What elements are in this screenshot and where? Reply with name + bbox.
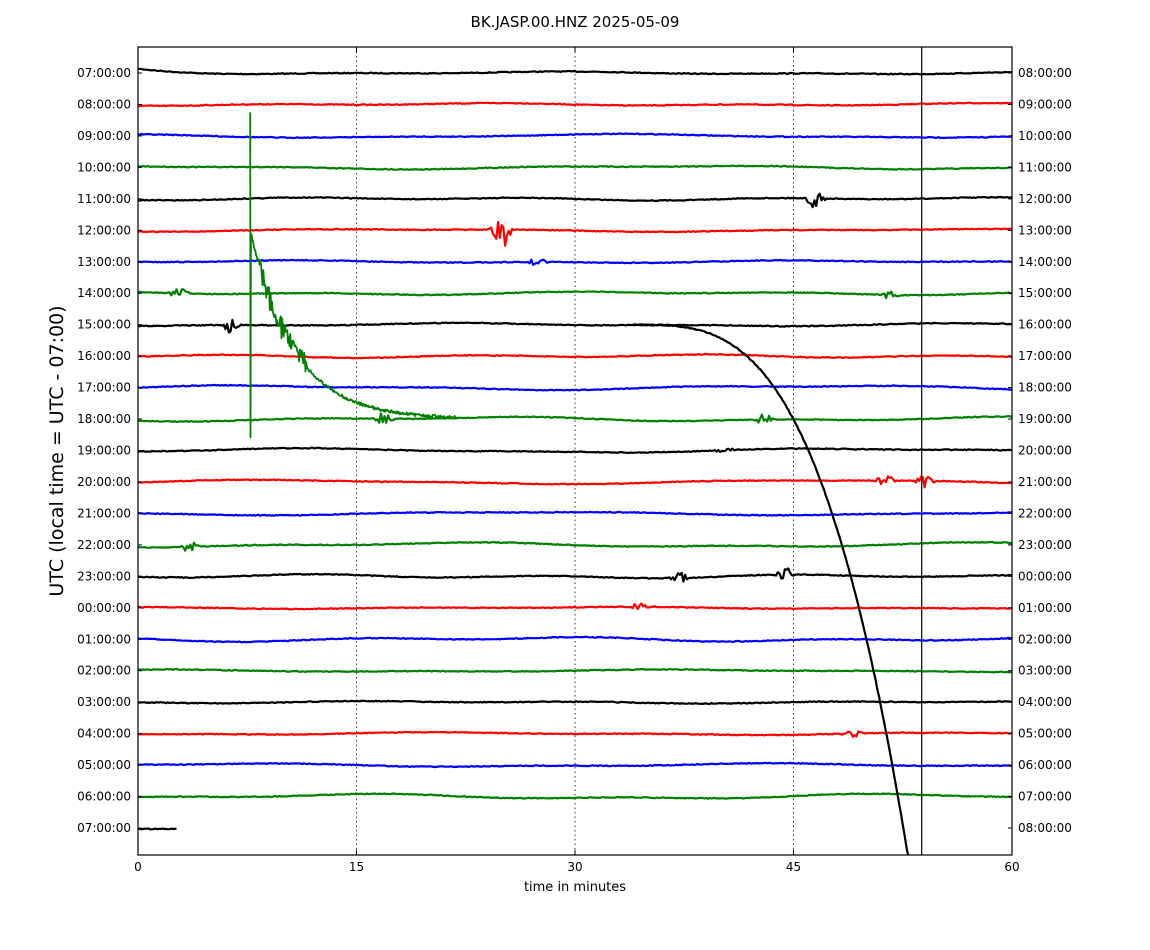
- right-time-label-17: 01:00:00: [1018, 601, 1072, 615]
- left-time-label-3: 10:00:00: [77, 160, 131, 174]
- trace-row-23: [138, 792, 1013, 800]
- trace-row-17: [138, 602, 1013, 611]
- seismic-traces: [137, 67, 1013, 856]
- right-time-label-13: 21:00:00: [1018, 475, 1072, 489]
- right-time-label-20: 04:00:00: [1018, 695, 1072, 709]
- right-time-label-6: 14:00:00: [1018, 255, 1072, 269]
- left-axis-labels: 07:00:00 08:00:00 09:00:00 10:00:00 11:00:00…: [77, 66, 142, 835]
- trace-row-10: [137, 383, 1013, 392]
- right-time-label-2: 10:00:00: [1018, 129, 1072, 143]
- right-time-label-22: 06:00:00: [1018, 758, 1072, 772]
- x-axis-title: time in minutes: [524, 880, 626, 895]
- right-time-label-24: 08:00:00: [1018, 821, 1072, 835]
- left-time-label-23: 06:00:00: [77, 790, 131, 804]
- left-time-label-19: 02:00:00: [77, 664, 131, 678]
- right-time-label-16: 00:00:00: [1018, 569, 1072, 583]
- left-time-label-1: 08:00:00: [77, 97, 131, 111]
- left-time-label-9: 16:00:00: [77, 349, 131, 363]
- y-axis-title: UTC (local time = UTC - 07:00): [46, 305, 68, 596]
- left-time-label-12: 19:00:00: [77, 444, 131, 458]
- transient-trace: [249, 112, 459, 439]
- right-time-label-12: 20:00:00: [1018, 444, 1072, 458]
- trace-row-11: [137, 412, 1013, 424]
- x-tick-label-3: 45: [786, 860, 801, 874]
- right-time-label-21: 05:00:00: [1018, 727, 1072, 741]
- left-time-label-5: 12:00:00: [77, 223, 131, 237]
- left-time-label-18: 01:00:00: [77, 632, 131, 646]
- drift-trace: [632, 323, 910, 856]
- right-time-label-3: 11:00:00: [1018, 160, 1072, 174]
- trace-row-8: [137, 318, 1013, 334]
- trace-row-12: [137, 446, 1013, 454]
- right-time-label-18: 02:00:00: [1018, 632, 1072, 646]
- x-tick-label-1: 15: [349, 860, 364, 874]
- x-tick-label-0: 0: [134, 860, 142, 874]
- trace-row-2: [137, 132, 1013, 140]
- left-time-label-13: 20:00:00: [77, 475, 131, 489]
- left-time-label-10: 17:00:00: [77, 381, 131, 395]
- right-axis-labels: 08:00:00 09:00:00 10:00:00 11:00:00 12:00:00…: [1008, 66, 1072, 835]
- right-time-label-10: 18:00:00: [1018, 381, 1072, 395]
- chart-title: BK.JASP.00.HNZ 2025-05-09: [471, 13, 680, 31]
- right-time-label-5: 13:00:00: [1018, 223, 1072, 237]
- left-time-label-21: 04:00:00: [77, 727, 131, 741]
- trace-row-3: [137, 164, 1013, 171]
- left-time-label-4: 11:00:00: [77, 192, 131, 206]
- left-time-label-15: 22:00:00: [77, 538, 131, 552]
- trace-row-7: [137, 288, 1013, 300]
- trace-row-9: [137, 352, 1013, 360]
- trace-row-22: [137, 761, 1012, 769]
- right-time-label-23: 07:00:00: [1018, 790, 1072, 804]
- trace-row-1: [137, 101, 1013, 108]
- left-time-label-22: 05:00:00: [77, 758, 131, 772]
- left-time-label-6: 13:00:00: [77, 255, 131, 269]
- x-axis-ticks: 0 15 30 45 60: [134, 47, 1020, 874]
- left-time-label-17: 00:00:00: [77, 601, 131, 615]
- left-time-label-16: 23:00:00: [77, 569, 131, 583]
- right-time-label-14: 22:00:00: [1018, 506, 1072, 520]
- left-time-label-11: 18:00:00: [77, 412, 131, 426]
- trace-row-13: [137, 475, 1013, 489]
- trace-row-15: [137, 540, 1013, 552]
- right-time-label-11: 19:00:00: [1018, 412, 1072, 426]
- left-time-label-8: 15:00:00: [77, 318, 131, 332]
- left-time-label-0: 07:00:00: [77, 66, 131, 80]
- trace-row-0: [138, 67, 1013, 76]
- x-tick-label-2: 30: [567, 860, 582, 874]
- right-time-label-0: 08:00:00: [1018, 66, 1072, 80]
- trace-row-14: [137, 510, 1013, 517]
- left-time-label-24: 07:00:00: [77, 821, 131, 835]
- left-time-label-2: 09:00:00: [77, 129, 131, 143]
- trace-row-21: [137, 730, 1013, 738]
- left-time-label-20: 03:00:00: [77, 695, 131, 709]
- right-time-label-19: 03:00:00: [1018, 664, 1072, 678]
- right-time-label-15: 23:00:00: [1018, 538, 1072, 552]
- right-time-label-7: 15:00:00: [1018, 286, 1072, 300]
- right-time-label-1: 09:00:00: [1018, 97, 1072, 111]
- right-time-label-8: 16:00:00: [1018, 318, 1072, 332]
- trace-row-20: [137, 699, 1013, 706]
- trace-row-24: [137, 827, 177, 831]
- right-time-label-4: 12:00:00: [1018, 192, 1072, 206]
- trace-row-6: [137, 258, 1013, 266]
- right-time-label-9: 17:00:00: [1018, 349, 1072, 363]
- trace-row-4: [137, 192, 1013, 209]
- left-time-label-14: 21:00:00: [77, 506, 131, 520]
- trace-row-19: [138, 667, 1013, 674]
- trace-row-5: [137, 220, 1012, 247]
- trace-row-16: [137, 567, 1013, 583]
- x-tick-label-4: 60: [1004, 860, 1019, 874]
- left-time-label-7: 14:00:00: [77, 286, 131, 300]
